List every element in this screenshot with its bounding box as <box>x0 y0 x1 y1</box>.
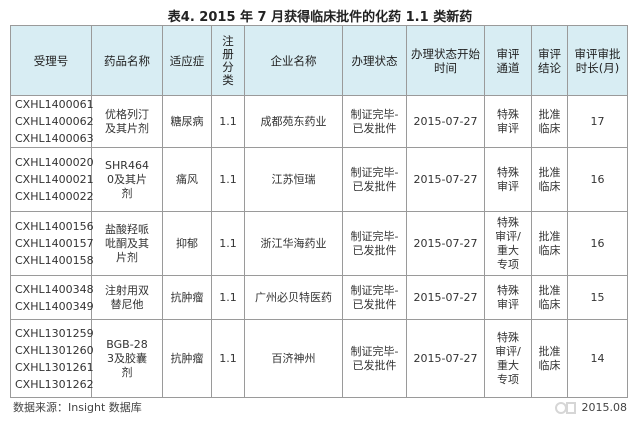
channel-cell: 特殊审评/重大专项 <box>484 319 532 398</box>
col-header-drug: 药品名称 <box>91 25 163 96</box>
table-row: CXHL1400020 CXHL1400021 CXHL1400022 SHR46… <box>10 147 628 212</box>
indication-cell: 痛风 <box>162 147 212 212</box>
footer-right: 2015.08 <box>554 401 628 415</box>
table-row: CXHL1400156 CXHL1400157 CXHL1400158 盐酸羟哌吡… <box>10 211 628 276</box>
status-cell: 制证完毕-已发批件 <box>342 275 407 320</box>
months-cell: 17 <box>567 95 628 148</box>
company-cell: 江苏恒瑞 <box>244 147 343 212</box>
indication-cell: 抗肿瘤 <box>162 275 212 320</box>
status-cell: 制证完毕-已发批件 <box>342 95 407 148</box>
months-cell: 14 <box>567 319 628 398</box>
months-cell: 16 <box>567 147 628 212</box>
id-cell: CXHL1400348 CXHL1400349 <box>10 275 94 320</box>
company-cell: 成都苑东药业 <box>244 95 343 148</box>
table-title: 表4. 2015 年 7 月获得临床批件的化药 1.1 类新药 <box>167 10 473 25</box>
months-cell: 15 <box>567 275 628 320</box>
company-cell: 百济神州 <box>244 319 343 398</box>
date-cell: 2015-07-27 <box>406 275 485 320</box>
data-source: 数据来源：Insight 数据库 <box>13 401 142 414</box>
class-cell: 1.1 <box>211 211 245 276</box>
id-cell: CXHL1301259 CXHL1301260 CXHL1301261 CXHL… <box>10 319 94 398</box>
channel-cell: 特殊审评 <box>484 275 532 320</box>
col-header-months: 审评审批时长(月) <box>567 25 628 96</box>
date-cell: 2015-07-27 <box>406 319 485 398</box>
indication-cell: 抗肿瘤 <box>162 319 212 398</box>
id-cell: CXHL1400020 CXHL1400021 CXHL1400022 <box>10 147 94 212</box>
conclusion-cell: 批准临床 <box>531 95 568 148</box>
channel-cell: 特殊审评 <box>484 95 532 148</box>
conclusion-cell: 批准临床 <box>531 211 568 276</box>
col-header-channel: 审评通道 <box>484 25 532 96</box>
footer: 数据来源：Insight 数据库 2015.08 <box>13 401 627 415</box>
indication-cell: 糖尿病 <box>162 95 212 148</box>
report-date: 2015.08 <box>581 401 628 414</box>
months-cell: 16 <box>567 211 628 276</box>
class-cell: 1.1 <box>211 319 245 398</box>
drug-cell: 优格列汀及其片剂 <box>91 95 163 148</box>
drug-cell: 盐酸羟哌吡酮及其片剂 <box>91 211 163 276</box>
conclusion-cell: 批准临床 <box>531 319 568 398</box>
drug-cell: 注射用双替尼他 <box>91 275 163 320</box>
class-cell: 1.1 <box>211 95 245 148</box>
drug-cell: SHR4640及其片剂 <box>91 147 163 212</box>
channel-cell: 特殊审评 <box>484 147 532 212</box>
col-header-id: 受理号 <box>10 25 92 96</box>
id-cell: CXHL1400061 CXHL1400062 CXHL1400063 <box>10 95 94 148</box>
col-header-conclusion: 审评结论 <box>531 25 568 96</box>
col-header-class: 注册分类 <box>211 25 245 96</box>
table-row: CXHL1400348 CXHL1400349 注射用双替尼他 抗肿瘤 1.1 广州必贝… <box>10 275 628 320</box>
class-cell: 1.1 <box>211 275 245 320</box>
channel-cell: 特殊审评/重大专项 <box>484 211 532 276</box>
date-cell: 2015-07-27 <box>406 211 485 276</box>
class-cell: 1.1 <box>211 147 245 212</box>
company-cell: 广州必贝特医药 <box>244 275 343 320</box>
col-header-indication: 适应症 <box>162 25 212 96</box>
company-cell: 浙江华海药业 <box>244 211 343 276</box>
indication-cell: 抑郁 <box>162 211 212 276</box>
status-cell: 制证完毕-已发批件 <box>342 211 407 276</box>
table-row: CXHL1400061 CXHL1400062 CXHL1400063 优格列汀及… <box>10 95 628 148</box>
new-drugs-table: 受理号 药品名称 适应症 注册分类 企业名称 办理状态 办理状态开始时间 审评通… <box>10 25 628 398</box>
date-cell: 2015-07-27 <box>406 95 485 148</box>
status-cell: 制证完毕-已发批件 <box>342 319 407 398</box>
col-header-status: 办理状态 <box>342 25 407 96</box>
header-row: 受理号 药品名称 适应症 注册分类 企业名称 办理状态 办理状态开始时间 审评通… <box>10 25 628 96</box>
drug-cell: BGB-283及胶囊剂 <box>91 319 163 398</box>
table-row: CXHL1301259 CXHL1301260 CXHL1301261 CXHL… <box>10 319 628 398</box>
conclusion-cell: 批准临床 <box>531 147 568 212</box>
id-cell: CXHL1400156 CXHL1400157 CXHL1400158 <box>10 211 94 276</box>
col-header-date: 办理状态开始时间 <box>406 25 485 96</box>
conclusion-cell: 批准临床 <box>531 275 568 320</box>
status-cell: 制证完毕-已发批件 <box>342 147 407 212</box>
logo-watermark-icon <box>554 402 576 414</box>
col-header-company: 企业名称 <box>244 25 343 96</box>
date-cell: 2015-07-27 <box>406 147 485 212</box>
